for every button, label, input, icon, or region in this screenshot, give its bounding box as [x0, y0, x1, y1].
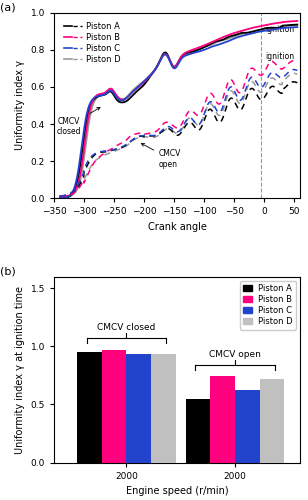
Legend: Piston A, Piston B, Piston C, Piston D: Piston A, Piston B, Piston C, Piston D	[61, 18, 124, 68]
Text: CMCV
closed: CMCV closed	[57, 108, 100, 136]
Y-axis label: Uniformity index γ: Uniformity index γ	[15, 60, 25, 150]
Bar	[151, 354, 176, 463]
Text: (b): (b)	[0, 266, 15, 276]
Text: ignition: ignition	[265, 24, 294, 34]
Text: ignition: ignition	[265, 52, 294, 60]
Text: CMCV
open: CMCV open	[141, 144, 181, 169]
Bar	[126, 354, 151, 463]
Bar	[235, 390, 260, 462]
X-axis label: Engine speed (r/min): Engine speed (r/min)	[126, 486, 229, 496]
Bar	[260, 379, 284, 462]
Bar	[186, 398, 210, 462]
X-axis label: Crank angle: Crank angle	[148, 222, 207, 232]
Text: CMCV open: CMCV open	[209, 350, 261, 359]
Text: (a): (a)	[0, 2, 15, 12]
Bar	[210, 376, 235, 462]
Legend: Piston A, Piston B, Piston C, Piston D: Piston A, Piston B, Piston C, Piston D	[240, 280, 296, 330]
Y-axis label: Uniformity index γ at ignition time: Uniformity index γ at ignition time	[15, 286, 25, 454]
Text: CMCV closed: CMCV closed	[97, 324, 156, 332]
Bar	[77, 352, 102, 463]
Bar	[102, 350, 126, 463]
